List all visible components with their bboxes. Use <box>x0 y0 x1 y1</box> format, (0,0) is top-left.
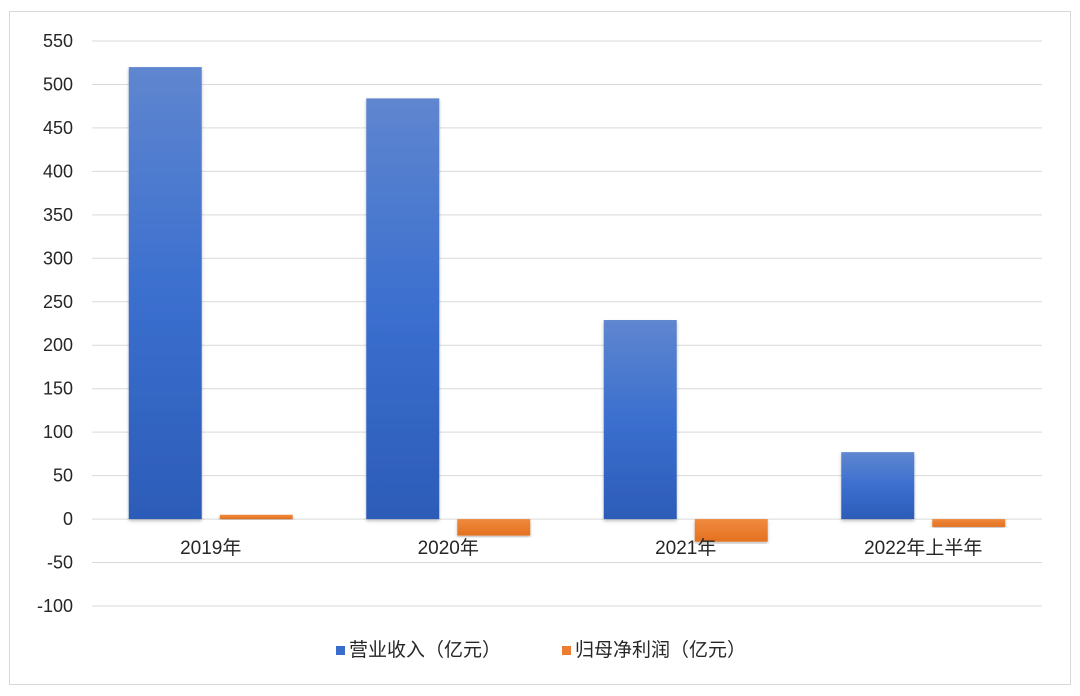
legend-label-revenue: 营业收入（亿元） <box>349 639 501 661</box>
y-tick-label: -50 <box>47 553 73 573</box>
bar-chart: 550500450400350300250200150100500-50-100… <box>37 31 1042 661</box>
y-tick-label: 550 <box>43 31 73 51</box>
x-category-label: 2020年 <box>418 537 479 559</box>
y-tick-label: 400 <box>43 161 73 181</box>
y-tick-label: -100 <box>37 596 73 616</box>
y-tick-label: 300 <box>43 248 73 268</box>
y-tick-label: 350 <box>43 205 73 225</box>
bar-revenue <box>603 320 677 520</box>
bar-net-profit <box>694 519 768 542</box>
x-axis: 2019年 2020年 2021年 2022年上半年 <box>180 537 982 559</box>
legend: 营业收入（亿元） 归母净利润（亿元） <box>336 639 746 661</box>
legend-swatch-net-profit <box>562 646 571 655</box>
x-category-label: 2019年 <box>180 537 241 559</box>
y-tick-label: 0 <box>63 509 73 529</box>
bar-net-profit <box>457 519 531 536</box>
bar-net-profit <box>219 514 293 520</box>
y-tick-label: 500 <box>43 74 73 94</box>
bars-group <box>128 67 1006 542</box>
x-category-label: 2022年上半年 <box>864 537 982 559</box>
legend-swatch-revenue <box>336 646 345 655</box>
bar-revenue <box>841 452 915 520</box>
x-category-label: 2021年 <box>655 537 716 559</box>
bar-revenue <box>366 98 440 520</box>
chart-frame: 550 500 450 400 350 300 250 200 150 100 50 0 -50 -100… <box>9 11 1071 685</box>
legend-label-net-profit: 归母净利润（亿元） <box>575 639 746 661</box>
bar-net-profit <box>932 519 1006 527</box>
y-tick-label: 250 <box>43 292 73 312</box>
y-tick-label: 150 <box>43 379 73 399</box>
y-tick-label: 50 <box>53 466 73 486</box>
y-tick-label: 100 <box>43 422 73 442</box>
y-tick-label: 450 <box>43 118 73 138</box>
bar-revenue <box>128 67 202 520</box>
gridlines <box>92 40 1042 607</box>
y-tick-label: 200 <box>43 335 73 355</box>
